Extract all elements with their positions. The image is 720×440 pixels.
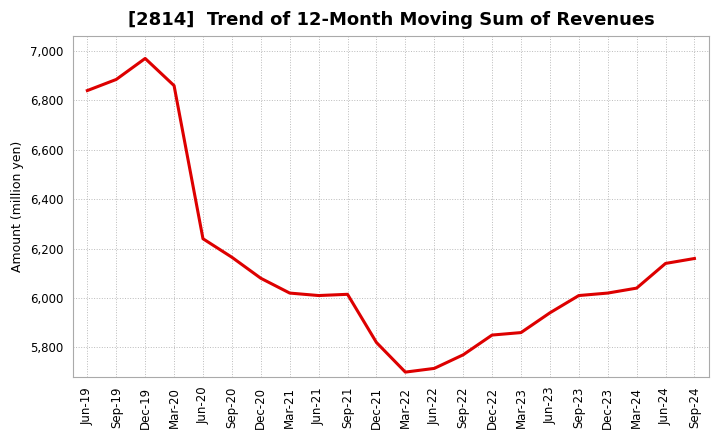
Title: [2814]  Trend of 12-Month Moving Sum of Revenues: [2814] Trend of 12-Month Moving Sum of R… [127,11,654,29]
Y-axis label: Amount (million yen): Amount (million yen) [11,141,24,272]
